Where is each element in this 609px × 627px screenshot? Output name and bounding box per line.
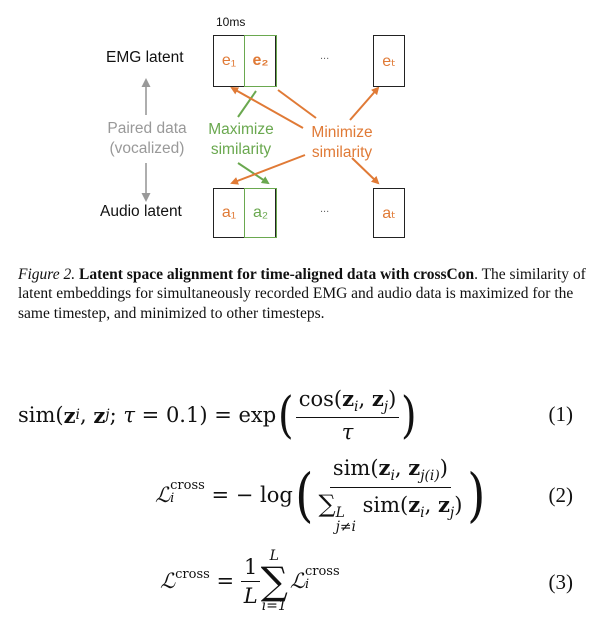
equation-1-number: (1) [548,402,574,426]
audio-latent-label: Audio latent [100,203,182,220]
minimize-arrow-to-a1 [230,154,306,185]
equation-2-number: (2) [548,483,574,507]
equation-1-body: sim(z i, z j; τ = 0.1) = exp ( cos(zi, zj)… [18,385,417,445]
equation-1: sim(z i, z j; τ = 0.1) = exp ( cos(zi, zj)… [0,380,609,450]
emg-box-eT: eₜ [373,35,405,87]
timestep-label: 10ms [216,15,246,29]
figure-arrows [141,78,380,202]
audio-a2-highlight [244,188,277,238]
tau-value: 0.1 [165,403,200,427]
equation-3-number: (3) [548,570,574,594]
maximize-line-up [237,90,257,118]
maximize-similarity-label: Maximize similarity [208,121,274,158]
audio-ellipsis: ... [320,203,330,215]
caption-title: Latent space alignment for time-aligned … [79,266,475,283]
minimize-arrow-to-eT [349,86,380,121]
emg-cell-e2: e₂ [252,52,269,69]
emg-cell-e1: e₁ [214,36,245,86]
audio-cell-a2: a₂ [252,204,269,221]
minimize-arrow-to-aT [351,157,380,185]
emg-cell-eT: eₜ [382,53,396,70]
caption-figure-label: Figure 2. [18,266,76,283]
audio-box-aT: aₜ [373,188,405,238]
audio-cell-a1: a₁ [214,189,245,237]
emg-e2-highlight [244,35,277,87]
emg-ellipsis: ... [320,50,330,62]
caption-body: . The similarity of latent embeddings fo… [18,266,586,322]
minimize-arrow-to-e1 [230,87,304,129]
minimize-similarity-label: Minimize similarity [311,124,373,161]
figure-caption: Figure 2. Latent space alignment for tim… [18,265,598,323]
paired-data-label: Paired data (vocalized) [107,120,187,157]
maximize-arrow-down [237,162,270,185]
minimize-line-from-e2 [277,89,317,119]
figure-2-diagram: 10ms EMG latent Audio latent Paired data… [0,0,609,245]
emg-latent-label: EMG latent [106,49,184,66]
audio-cell-aT: aₜ [382,205,396,222]
